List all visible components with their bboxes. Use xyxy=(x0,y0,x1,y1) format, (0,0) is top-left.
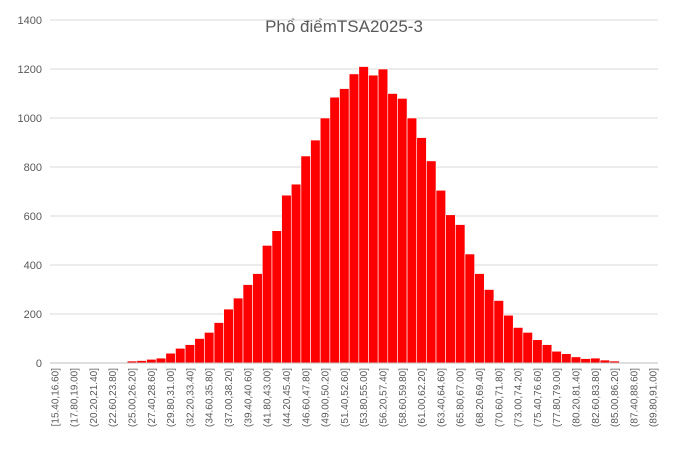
histogram-bar xyxy=(532,339,543,364)
x-tick-label: (77.80,79.00] xyxy=(552,368,563,427)
histogram-bar xyxy=(204,332,215,364)
histogram-bar xyxy=(561,353,572,364)
x-tick-label: (32.20,33.40] xyxy=(185,368,196,427)
x-tick-label: (39.40,40.60] xyxy=(243,368,254,427)
x-axis-ticks: [15.40,16.60] (17.80,19.00] (20.20,21.40] (… xyxy=(50,368,659,427)
histogram-bar xyxy=(426,160,437,364)
histogram-bar xyxy=(455,224,466,364)
histogram-bar xyxy=(445,214,456,364)
histogram-bar xyxy=(397,98,408,364)
histogram-bar xyxy=(184,344,196,364)
histogram-bar xyxy=(310,139,321,364)
x-tick-label: (37.00,38.20] xyxy=(224,368,235,427)
histogram-bar xyxy=(541,344,553,364)
x-tick-label: (68.20,69.40] xyxy=(475,368,486,427)
histogram-bar xyxy=(590,357,601,364)
x-tick-label: (56.20,57.40] xyxy=(378,368,389,427)
y-tick-label: 600 xyxy=(24,211,42,223)
histogram-bar xyxy=(348,73,360,364)
histogram-bar xyxy=(175,347,186,364)
x-tick-label: (34.60,35.80] xyxy=(205,368,216,427)
x-tick-label: (29.80,31.00] xyxy=(166,368,177,427)
histogram-bar xyxy=(358,66,369,364)
x-tick-label: (46.60,47.80] xyxy=(301,368,312,427)
histogram-bar xyxy=(165,352,176,364)
x-tick-label: (75.40,76.60] xyxy=(533,368,544,427)
x-tick-label: (41.80,43.00] xyxy=(263,368,274,427)
x-tick-label: (82.60,83.80] xyxy=(591,368,602,427)
y-tick-label: 1000 xyxy=(18,113,42,125)
histogram-bar xyxy=(464,253,475,364)
x-tick-label: (70.60,71.80] xyxy=(494,368,505,427)
x-tick-label: (27.40,28.60] xyxy=(147,368,158,427)
histogram-bar xyxy=(262,245,273,364)
histogram-bar xyxy=(580,358,591,364)
x-tick-label: (73.00,74.20] xyxy=(514,368,525,427)
histogram-bar xyxy=(329,96,340,364)
x-tick-label: (20.20,21.40] xyxy=(89,368,100,427)
histogram-bar xyxy=(377,68,389,364)
histogram-bar xyxy=(339,88,350,364)
x-tick-label: (44.20,45.40] xyxy=(282,368,293,427)
y-tick-label: 800 xyxy=(24,162,42,174)
y-tick-label: 1200 xyxy=(18,64,42,76)
x-tick-label: (58.60,59.80] xyxy=(398,368,409,427)
x-tick-label: (22.60,23.80] xyxy=(108,368,119,427)
histogram-bar xyxy=(300,155,311,364)
histogram-bar xyxy=(271,230,282,364)
y-tick-label: 400 xyxy=(24,260,42,272)
x-tick-label: (53.80,55.00] xyxy=(359,368,370,427)
y-tick-label: 0 xyxy=(36,358,42,370)
x-tick-label: (65.80,67.00] xyxy=(456,368,467,427)
x-tick-label: (85.00,86.20] xyxy=(610,368,621,427)
histogram-bar xyxy=(483,289,495,364)
x-tick-label: (87.40,88.60] xyxy=(629,368,640,427)
histogram-bar xyxy=(503,314,514,364)
x-tick-label: (80.20,81.40] xyxy=(571,368,582,427)
histogram-bar xyxy=(252,273,263,364)
histogram-bar xyxy=(474,273,485,364)
histogram-bar xyxy=(368,74,379,364)
histogram-bar xyxy=(223,308,234,364)
histogram-bar xyxy=(387,93,398,364)
x-tick-label: (61.00,62.20] xyxy=(417,368,428,427)
y-tick-label: 1400 xyxy=(18,15,42,27)
histogram-bar xyxy=(319,117,331,364)
histogram-bar xyxy=(194,338,205,364)
histogram-bar xyxy=(146,359,157,364)
x-tick-label: (49.00,50.20] xyxy=(321,368,332,427)
histogram-bar xyxy=(281,194,292,364)
histogram-bar xyxy=(290,183,302,364)
histogram-bar xyxy=(242,284,253,364)
histogram-bar xyxy=(416,137,427,364)
y-tick-label: 200 xyxy=(24,309,42,321)
histogram-bar xyxy=(406,117,418,364)
histogram-bar xyxy=(435,189,446,364)
x-tick-label: (17.80,19.00] xyxy=(70,368,81,427)
histogram-bar xyxy=(570,356,582,364)
x-tick-label: (51.40,52.60] xyxy=(340,368,351,427)
histogram-bar xyxy=(512,327,524,364)
x-tick-label: (63.40,64.60] xyxy=(436,368,447,427)
x-tick-label: [15.40,16.60] xyxy=(50,368,61,427)
x-tick-label: (89.80,91.00] xyxy=(649,368,660,427)
y-axis-ticks: 0 200 400 600 800 1000 1200 1400 xyxy=(18,15,42,370)
histogram-bar xyxy=(551,350,562,364)
histogram-bar xyxy=(155,357,167,364)
histogram-bar xyxy=(213,322,225,364)
histogram-bar xyxy=(493,300,504,364)
x-tick-label: (25.00,26.20] xyxy=(128,368,139,427)
histogram-bar xyxy=(522,332,533,364)
histogram-bar xyxy=(233,297,244,364)
chart-title: Phổ điểmTSA2025-3 xyxy=(265,17,423,36)
bars xyxy=(97,66,639,364)
